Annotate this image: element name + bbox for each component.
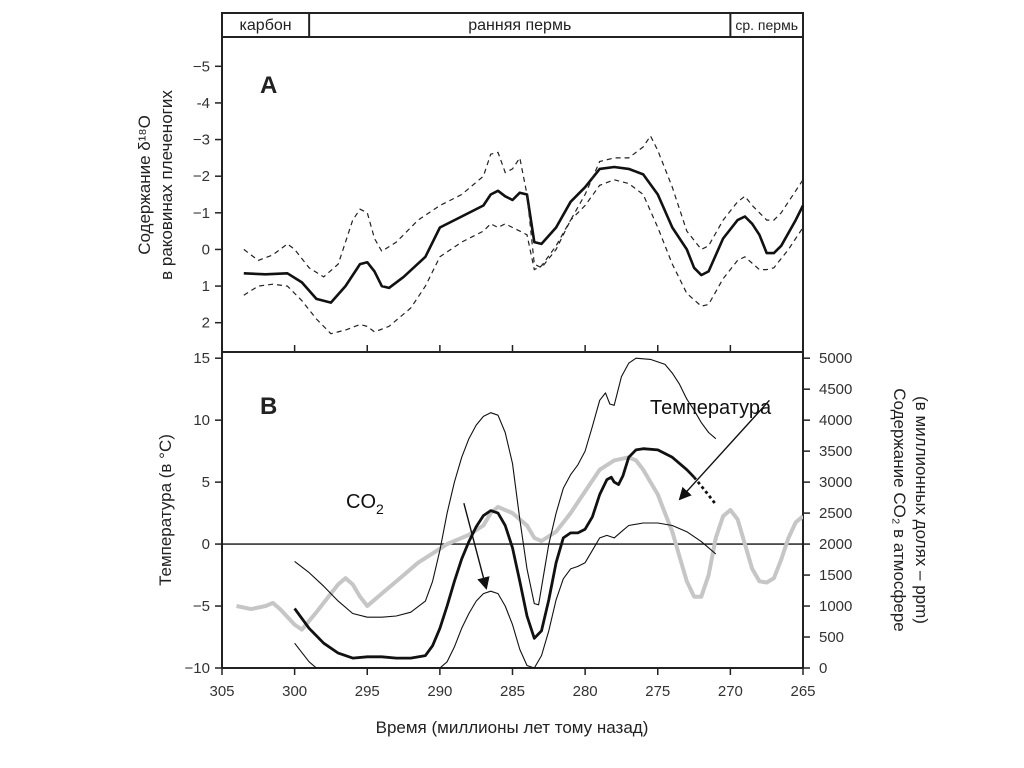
annotation-temperature: Температура	[650, 397, 772, 419]
x-tick-label: 275	[645, 683, 670, 700]
panel-b-ylabel-left: Температура (в °C)	[156, 434, 175, 586]
annotation-arrows	[463, 399, 770, 590]
panel-b-ytick-left-label: 5	[202, 474, 210, 491]
panel-a-ytick-label: −5	[193, 58, 210, 75]
x-tick-label: 280	[573, 683, 598, 700]
panel-b-ytick-right-label: 500	[819, 629, 844, 646]
panel-b-ytick-right-label: 3500	[819, 443, 852, 460]
panel-b-series-black-thin-2	[294, 522, 717, 668]
panel-b-ytick-right-label: 0	[819, 660, 827, 677]
panel-b-ylabel-right-line1: Содержание CO₂ в атмосфере	[890, 388, 909, 632]
panel-b-series-black-thick-3	[293, 447, 696, 660]
x-tick-label: 270	[718, 683, 743, 700]
panel-a-ytick-label: −2	[193, 168, 210, 185]
panel-letter-a: A	[260, 72, 277, 99]
panel-a-ytick-label: 2	[202, 315, 210, 332]
panel-a-ytick-label: −1	[193, 205, 210, 222]
x-tick-label: 290	[427, 683, 452, 700]
panel-b-ytick-left-label: 0	[202, 536, 210, 553]
panel-b-series-black-thin-1	[294, 357, 717, 618]
annotation-co2-main: CO	[346, 491, 376, 513]
panel-a-ylabel-line1: Содержание δ¹⁸O	[135, 115, 154, 255]
x-axis-label: Время (миллионы лет тому назад)	[376, 718, 649, 737]
annotation-co2: CO2	[346, 491, 384, 517]
panel-a-ytick-label: -4	[197, 95, 210, 112]
x-tick-label: 265	[790, 683, 815, 700]
x-tick-label: 295	[355, 683, 380, 700]
panel-a-ytick-label: 1	[202, 278, 210, 295]
figure-frame	[221, 12, 804, 669]
panel-a-ytick-label: 0	[202, 241, 210, 258]
panel-a-series-upper-bound	[243, 134, 804, 278]
x-tick-label: 285	[500, 683, 525, 700]
panel-a-series-mean	[243, 165, 805, 304]
panel-b-ytick-right-label: 1000	[819, 598, 852, 615]
panel-b-ytick-right-label: 2000	[819, 536, 852, 553]
panel-b: 151050−5−1050004500400035003000250020001…	[185, 350, 853, 677]
period-label-carbon: карбон	[240, 17, 292, 34]
period-label-early-permian: ранняя пермь	[468, 17, 571, 34]
period-bar: карбон ранняя пермь ср. пермь	[222, 13, 803, 38]
period-label-middle-permian: ср. пермь	[735, 17, 798, 33]
x-tick-label: 300	[282, 683, 307, 700]
panel-b-ytick-right-label: 3000	[819, 474, 852, 491]
panel-b-series-gray-thick-0	[236, 455, 803, 632]
panel-a: −5 -4 −3 −2 −1 0 1 2	[193, 58, 805, 352]
panel-b-ytick-right-label: 4500	[819, 381, 852, 398]
panel-a-ytick-label: −3	[193, 132, 210, 149]
panel-a-ylabel-line2: в раковинах плеченогих	[157, 90, 176, 280]
panel-b-ytick-left-label: 10	[193, 412, 210, 429]
panel-b-ytick-right-label: 4000	[819, 412, 852, 429]
panel-letter-b: B	[260, 393, 277, 420]
annotation-arrow-co2	[463, 503, 490, 590]
x-tick-label: 305	[209, 683, 234, 700]
annotation-co2-subscript: 2	[376, 501, 384, 517]
panel-b-ytick-left-label: −10	[185, 660, 210, 677]
panel-b-ytick-right-label: 5000	[819, 350, 852, 367]
panel-b-ylabel-right-line2: (в миллионных долях – ppm)	[912, 396, 931, 624]
panel-b-plot-area	[236, 357, 803, 668]
panel-b-ytick-left-label: −5	[193, 598, 210, 615]
panel-b-series-black-dotted-4	[693, 476, 717, 506]
panel-b-ytick-left-label: 15	[193, 350, 210, 367]
panel-a-series-lower-bound	[243, 179, 804, 335]
panel-b-ytick-right-label: 2500	[819, 505, 852, 522]
annotation-arrow-temperature	[678, 399, 770, 501]
panel-b-ytick-right-label: 1500	[819, 567, 852, 584]
x-axis: 305 300 295 290 285 280 275 270 265	[209, 668, 816, 700]
